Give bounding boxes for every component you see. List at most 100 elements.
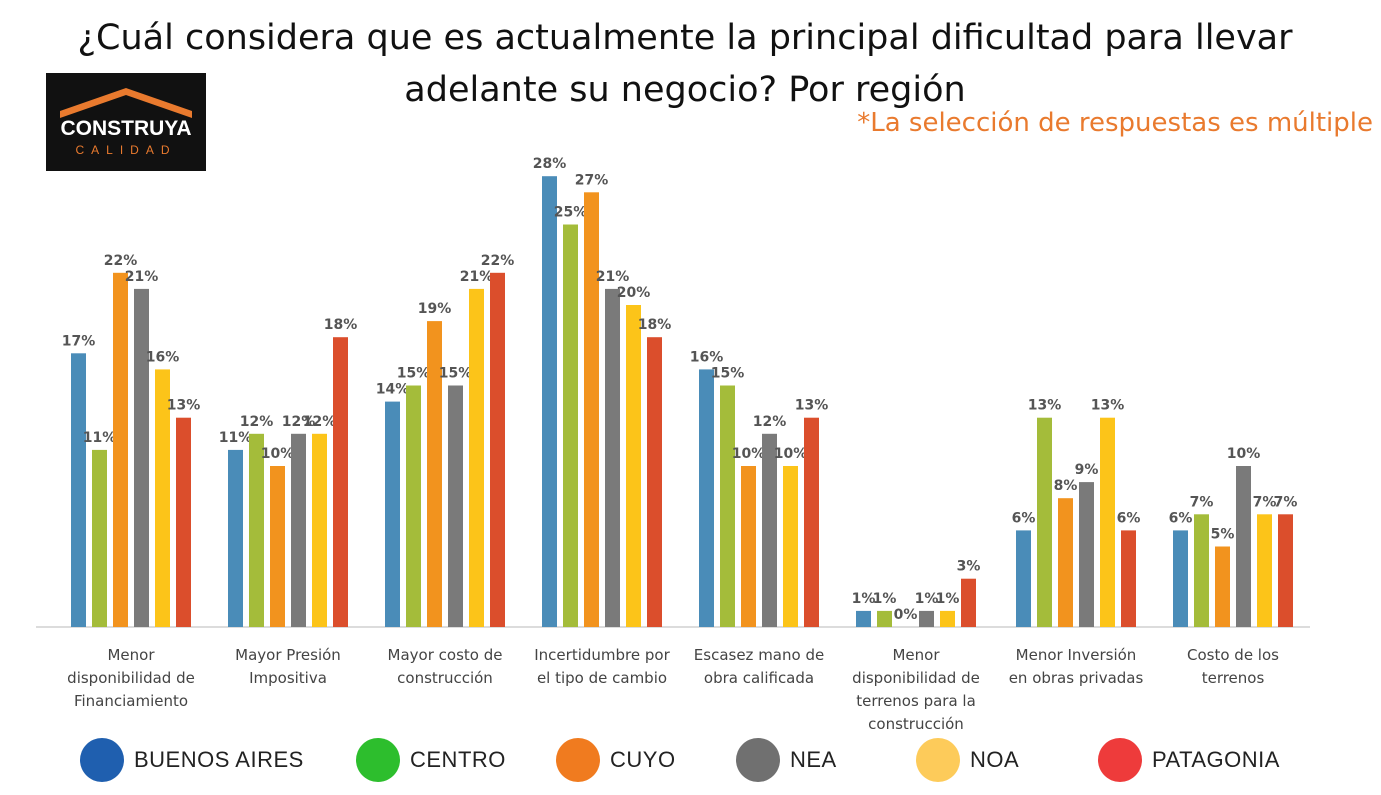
data-label: 25% <box>554 205 588 221</box>
category-label: el tipo de cambio <box>537 669 667 687</box>
data-label: 13% <box>795 398 829 414</box>
bar <box>249 433 264 627</box>
data-label: 20% <box>617 285 651 301</box>
data-label: 9% <box>1075 462 1099 478</box>
data-label: 13% <box>1028 398 1062 414</box>
bar <box>783 466 798 627</box>
data-label: 11% <box>83 430 117 446</box>
bar <box>919 610 934 627</box>
category-label: Impositiva <box>249 669 327 687</box>
logo-main-text: CONSTRUYA <box>60 117 192 140</box>
bar <box>647 337 662 627</box>
bar <box>762 433 777 627</box>
legend-item: BUENOS AIRES <box>80 737 304 783</box>
category-label: Mayor Presión <box>235 646 341 664</box>
data-label: 6% <box>1012 510 1036 526</box>
bar <box>134 288 149 627</box>
category-label: Menor <box>892 646 940 664</box>
data-label: 10% <box>1227 446 1261 462</box>
data-label: 10% <box>261 446 295 462</box>
legend-label: PATAGONIA <box>1152 747 1280 772</box>
category-label: terrenos <box>1202 669 1265 687</box>
bar <box>626 305 641 627</box>
data-label: 10% <box>732 446 766 462</box>
bar <box>1278 514 1293 627</box>
category-label: Incertidumbre por <box>534 646 670 664</box>
bar <box>856 610 871 627</box>
bar <box>228 449 243 627</box>
data-label: 0% <box>894 607 918 623</box>
data-label: 11% <box>219 430 253 446</box>
data-label: 17% <box>62 333 96 349</box>
legend-item: CUYO <box>556 737 676 783</box>
data-label: 13% <box>167 398 201 414</box>
category-label: Menor Inversión <box>1016 646 1137 664</box>
data-label: 28% <box>533 156 567 172</box>
legend-dot-icon <box>1098 738 1142 782</box>
data-label: 12% <box>303 414 337 430</box>
category-label: construcción <box>397 669 493 687</box>
bar <box>720 385 735 627</box>
bar <box>71 353 86 627</box>
legend-label: CENTRO <box>410 747 506 772</box>
bar <box>1100 417 1115 627</box>
bar <box>741 466 756 627</box>
legend-dot-icon <box>916 738 960 782</box>
data-label: 18% <box>324 317 358 333</box>
data-label: 22% <box>104 253 138 269</box>
legend-item: CENTRO <box>356 737 506 783</box>
bar <box>804 417 819 627</box>
legend-dot-icon <box>736 738 780 782</box>
legend-label: NOA <box>970 747 1020 772</box>
data-label: 12% <box>282 414 316 430</box>
bar <box>385 401 400 627</box>
category-label: Mayor costo de <box>388 646 503 664</box>
bar <box>584 192 599 628</box>
bar <box>563 224 578 627</box>
legend-label: CUYO <box>610 747 676 772</box>
category-label: disponibilidad de <box>67 669 195 687</box>
bar <box>1215 546 1230 627</box>
bar <box>699 369 714 627</box>
category-label: disponibilidad de <box>852 669 980 687</box>
data-label: 1% <box>936 591 960 607</box>
data-label: 15% <box>397 366 431 382</box>
legend-dot-icon <box>556 738 600 782</box>
bar <box>427 321 442 627</box>
bar <box>333 337 348 627</box>
bar <box>490 272 505 627</box>
category-label: construcción <box>868 715 964 733</box>
bar <box>270 466 285 627</box>
bar <box>469 288 484 627</box>
data-label: 8% <box>1054 478 1078 494</box>
bar <box>1058 498 1073 627</box>
data-label: 27% <box>575 172 609 188</box>
bar <box>961 578 976 627</box>
data-label: 21% <box>460 269 494 285</box>
legend-dot-icon <box>356 738 400 782</box>
data-label: 7% <box>1190 494 1214 510</box>
bar <box>291 433 306 627</box>
bar <box>1257 514 1272 627</box>
category-label: obra calificada <box>704 669 814 687</box>
data-label: 1% <box>852 591 876 607</box>
data-label: 22% <box>481 253 515 269</box>
bar <box>113 272 128 627</box>
bar <box>877 610 892 627</box>
data-label: 6% <box>1169 510 1193 526</box>
legend-label: NEA <box>790 747 837 772</box>
data-label: 6% <box>1117 510 1141 526</box>
data-label: 16% <box>690 349 724 365</box>
category-label: Costo de los <box>1187 646 1279 664</box>
data-label: 7% <box>1274 494 1298 510</box>
data-label: 18% <box>638 317 672 333</box>
bar <box>1079 482 1094 627</box>
bar <box>448 385 463 627</box>
legend-item: NOA <box>916 737 1019 783</box>
category-label: terrenos para la <box>856 692 976 710</box>
data-label: 15% <box>711 366 745 382</box>
bar <box>1121 530 1136 627</box>
bar <box>1037 417 1052 627</box>
data-label: 14% <box>376 382 410 398</box>
